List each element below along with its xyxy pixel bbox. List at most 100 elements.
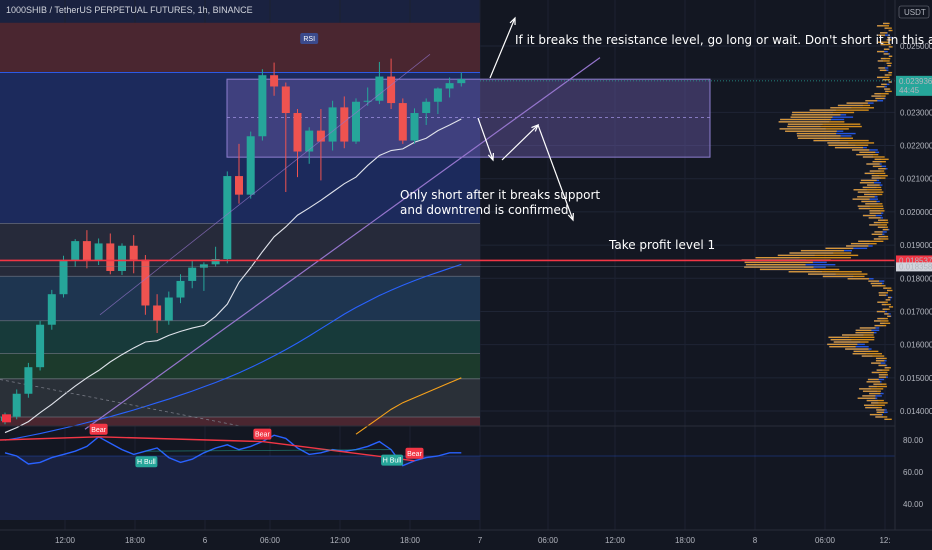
time-tick-label: 18:00 (400, 536, 421, 545)
time-tick-label: 06:00 (538, 536, 559, 545)
candle-body (305, 130, 314, 152)
ma-blue-line (4, 263, 462, 441)
left-marker (2, 414, 11, 423)
volume-profile-bar (878, 292, 889, 294)
volume-profile-bar (857, 205, 884, 207)
volume-profile-bar (755, 256, 851, 259)
volume-profile-bar (744, 266, 814, 268)
price-tick-label: 0.017000 (900, 307, 932, 316)
volume-profile-bar (879, 322, 891, 324)
volume-profile-bar (877, 50, 885, 53)
volume-profile-bar (787, 125, 862, 128)
volume-profile-bar (876, 369, 890, 371)
volume-profile-bar (780, 118, 831, 121)
annotation-arrow (477, 117, 494, 161)
volume-profile-bar (869, 392, 881, 395)
volume-profile-bar (853, 350, 879, 353)
rsi-tick-label: 60.00 (903, 468, 924, 477)
bear-badge-bg (89, 423, 108, 435)
ma-orange-line (355, 377, 462, 435)
volume-profile-bar (876, 411, 885, 413)
candle-body (433, 88, 442, 102)
volume-profile-bar (827, 343, 858, 346)
bear-divergence-line (0, 436, 415, 462)
volume-profile-bar (887, 296, 891, 299)
rsi-tick-label: 80.00 (903, 436, 924, 445)
candle-body (141, 259, 150, 306)
hbull-badge: H Bull (381, 454, 404, 466)
annotation-arrowhead (567, 212, 574, 222)
time-tick-label: 06:00 (815, 536, 836, 545)
fib-zone (0, 22, 480, 73)
volume-profile-bar (800, 249, 844, 252)
candle-body (340, 107, 349, 142)
volume-profile-bar (877, 41, 890, 43)
volume-profile-bar (869, 224, 887, 226)
volume-profile-bar (837, 104, 871, 107)
fib-zone (0, 320, 480, 354)
annotation-arrow (501, 124, 539, 161)
volume-profile-bar (881, 303, 891, 306)
candle-body (410, 113, 419, 141)
bear-badge-text: Bear (91, 427, 106, 434)
volume-profile-bar (846, 102, 868, 104)
volume-profile-bar (847, 278, 870, 280)
volume-profile-bar (860, 179, 877, 182)
volume-profile-bar (879, 69, 887, 72)
volume-profile-bar (866, 399, 884, 402)
volume-profile-bar (876, 76, 890, 79)
candle-body (24, 367, 33, 394)
volume-profile-bar (884, 88, 891, 90)
bear-badge-bg (405, 447, 424, 459)
volume-profile-bar (873, 238, 889, 240)
price-tick-label: 0.014000 (900, 407, 932, 416)
volume-profile-bar (859, 388, 884, 390)
volume-profile-bar (862, 395, 876, 397)
volume-profile-bar (788, 271, 862, 273)
volume-profile-bar (885, 90, 892, 93)
volume-profile-bar (886, 39, 892, 41)
rsi-tag-badge-text: RSI (303, 36, 315, 43)
volume-profile-bar (888, 71, 893, 74)
time-tick-label: 12:00 (55, 536, 76, 545)
candle-body (59, 261, 68, 295)
volume-profile-bar (874, 320, 889, 322)
volume-profile-bar (874, 93, 889, 95)
volume-profile-bar (878, 67, 886, 69)
volume-profile-bar (871, 371, 888, 374)
volume-profile-bar (744, 261, 813, 264)
volume-profile-bar (797, 135, 841, 137)
hbull-badge-text: H Bull (383, 458, 402, 465)
volume-profile-bar (808, 273, 868, 275)
hbull-badge: H Bull (135, 456, 158, 468)
candle-body (94, 243, 103, 262)
time-tick-label: 18:00 (675, 536, 696, 545)
volume-profile-bar (778, 121, 845, 123)
grey-level-tag (896, 262, 932, 272)
volume-profile-bar (869, 212, 882, 214)
ma-white-line (4, 118, 462, 434)
candle-body (211, 259, 220, 265)
candle-body (258, 75, 267, 137)
volume-profile-bar (872, 165, 882, 168)
candle-body (118, 245, 126, 271)
volume-profile-bar (868, 280, 880, 282)
rsi-tag-badge: RSI (300, 33, 319, 44)
price-tick-label: 0.023000 (900, 108, 932, 117)
volume-profile-bar (866, 381, 881, 383)
support-note-line1: Only short after it breaks support (400, 188, 601, 202)
volume-profile-bar (862, 156, 885, 158)
volume-profile-bar (883, 53, 889, 55)
hbull-badge-bg (381, 454, 404, 466)
volume-profile-bar (869, 413, 882, 416)
volume-profile-bar (882, 78, 891, 81)
price-tick-label: 0.019000 (900, 241, 932, 250)
volume-profile-bar (828, 336, 875, 339)
price-tick-label: 0.022000 (900, 142, 932, 151)
volume-profile-bar (791, 114, 841, 116)
volume-profile-bar (830, 338, 875, 341)
hbull-badge-bg (135, 456, 158, 468)
bear-badge: Bear (253, 428, 272, 440)
volume-profile-bar (877, 60, 890, 62)
